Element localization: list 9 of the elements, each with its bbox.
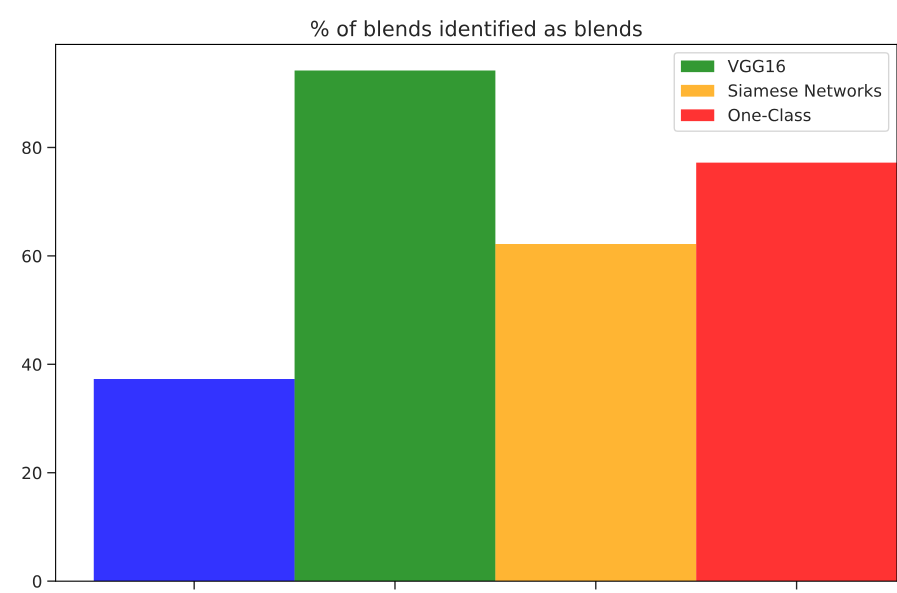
y-tick-label: 80	[22, 141, 42, 154]
y-tick-label: 40	[22, 358, 42, 371]
legend-label: VGG16	[728, 60, 785, 72]
legend-label: One-Class	[728, 108, 811, 122]
y-tick-label: 20	[22, 466, 42, 480]
y-tick-label: 60	[22, 250, 42, 262]
y-tick-label: 0	[32, 575, 42, 588]
legend-label: Siamese Networks	[728, 84, 882, 97]
chart-title: % of blends identified as blends	[310, 20, 642, 36]
